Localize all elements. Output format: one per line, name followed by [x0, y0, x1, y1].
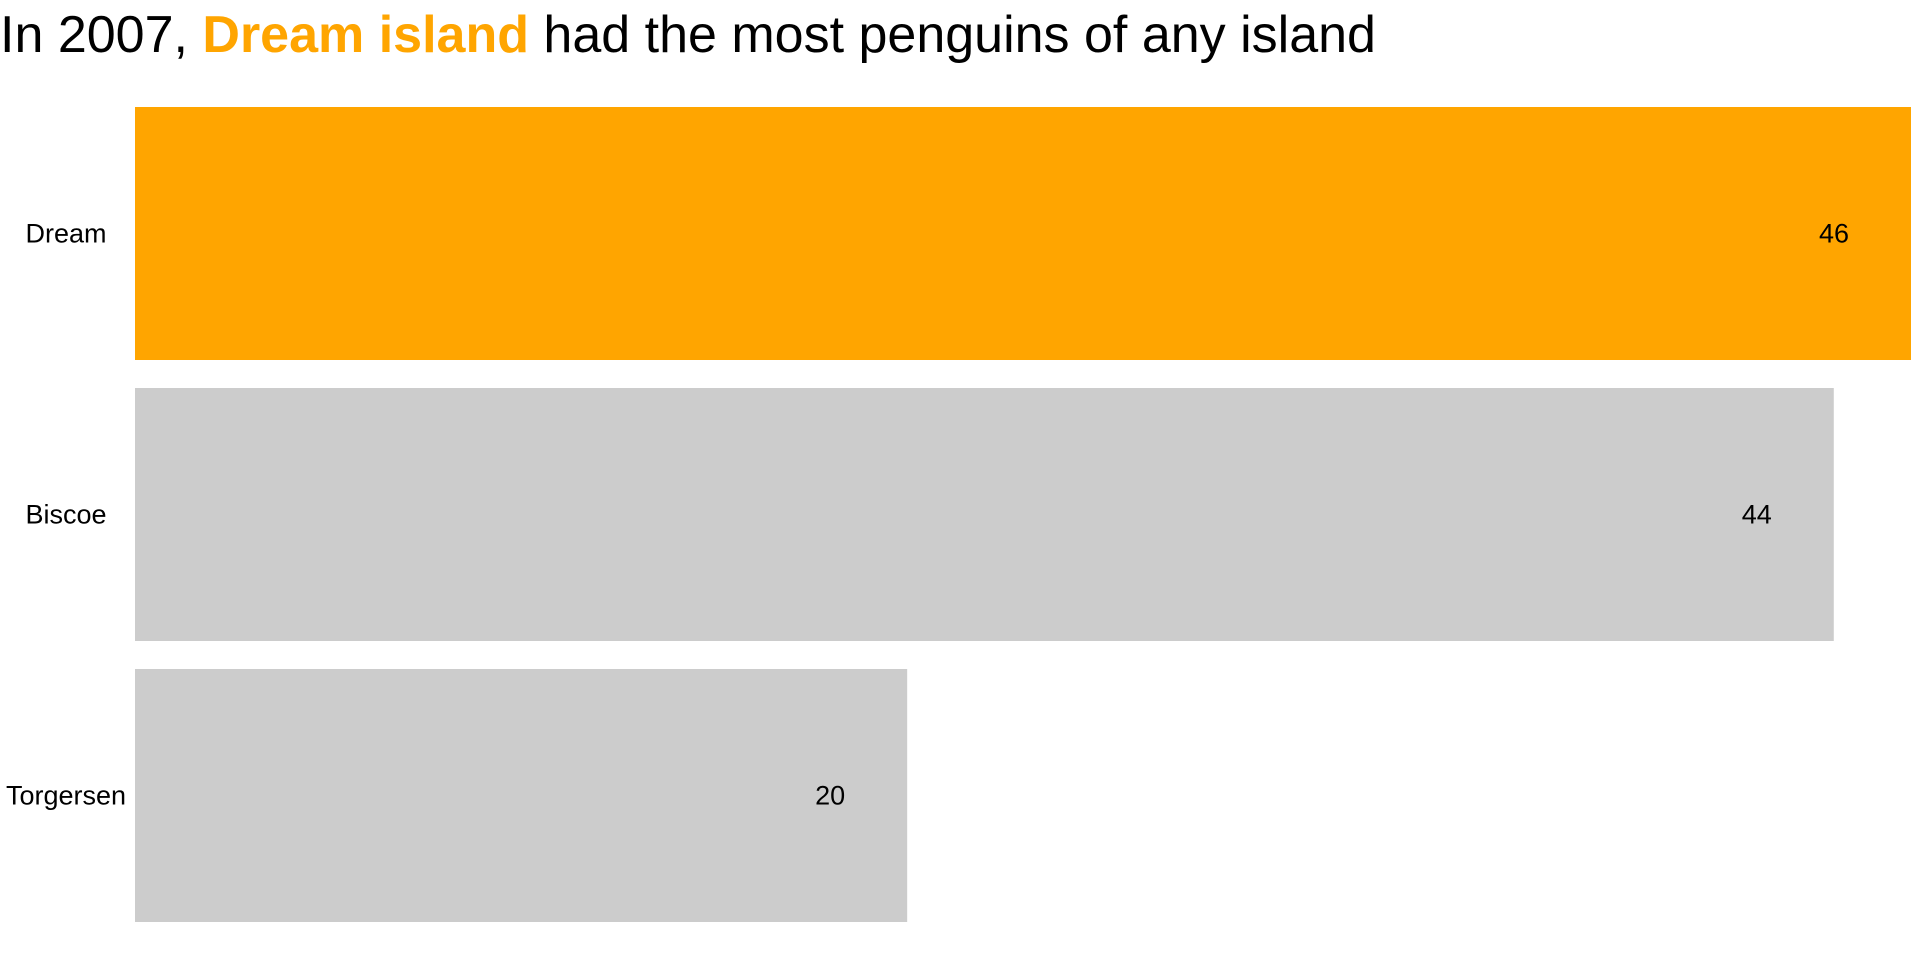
- category-label-biscoe: Biscoe: [25, 500, 106, 530]
- value-label-torgersen: 20: [815, 781, 845, 811]
- bar-torgersen: [135, 669, 908, 922]
- value-label-dream: 46: [1819, 219, 1849, 249]
- category-label-torgersen: Torgersen: [6, 781, 126, 811]
- bar-biscoe: [135, 388, 1834, 641]
- labels-group: Dream 46 Biscoe 44 Torgersen 20: [6, 219, 1849, 811]
- chart-title: In 2007, Dream island had the most pengu…: [0, 2, 1376, 68]
- title-prefix: In 2007,: [0, 6, 203, 64]
- category-label-dream: Dream: [25, 219, 106, 249]
- title-highlight: Dream island: [202, 6, 529, 64]
- title-suffix: had the most penguins of any island: [528, 6, 1376, 64]
- value-label-biscoe: 44: [1742, 500, 1772, 530]
- bars-group: [135, 107, 1911, 922]
- bar-dream: [135, 107, 1911, 360]
